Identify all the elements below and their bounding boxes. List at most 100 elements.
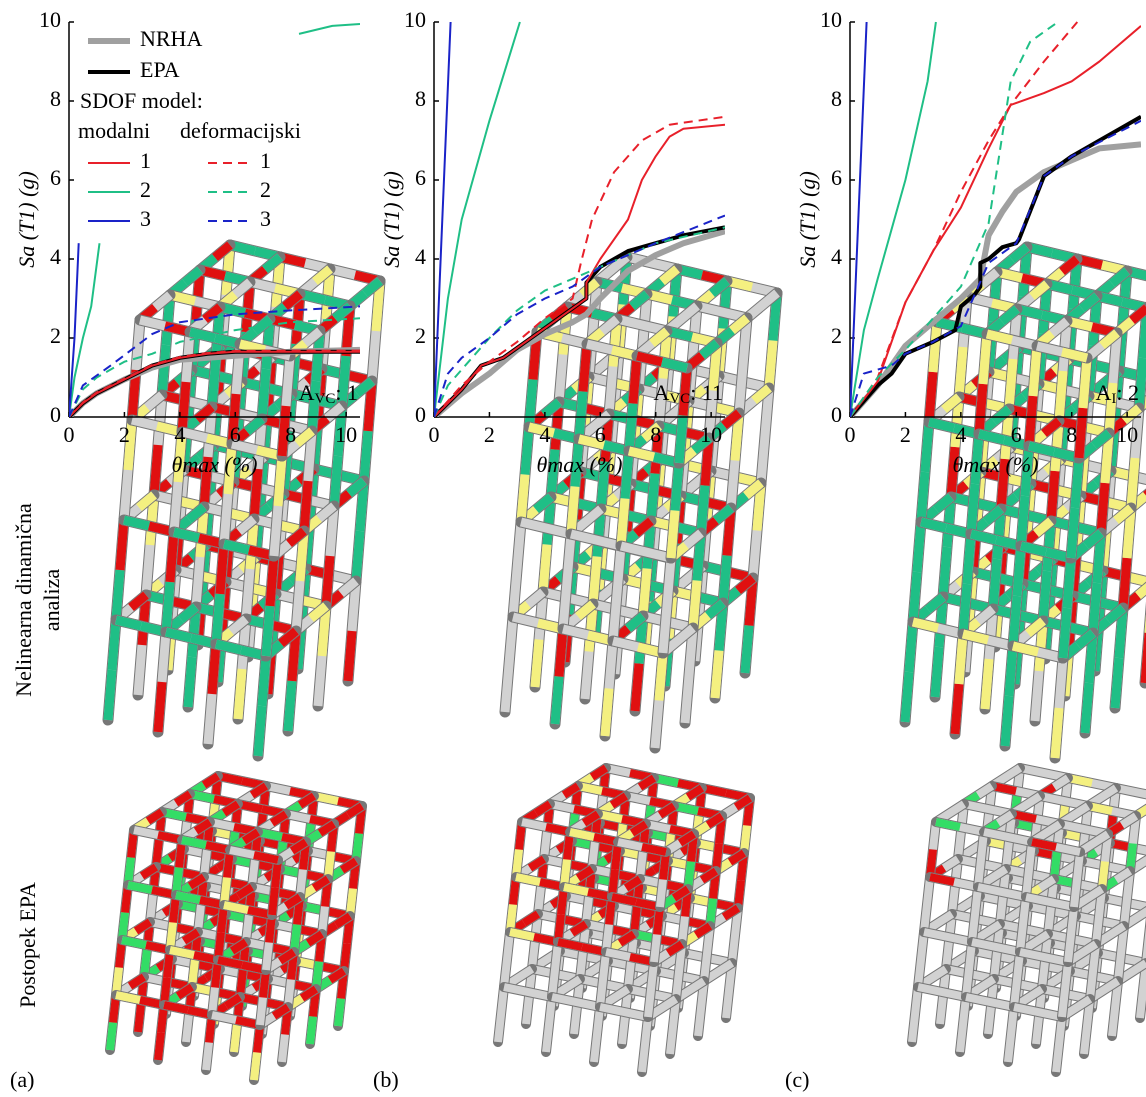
member-hinge [729, 314, 750, 334]
member-hinge [678, 367, 692, 416]
member-hinge [235, 883, 255, 900]
member [983, 828, 1033, 846]
member-hinge [211, 593, 225, 645]
member-hinge [950, 396, 964, 448]
series-line [69, 349, 360, 417]
x-axis-label: θmax (%) [953, 452, 1039, 477]
member-hinge [329, 455, 343, 507]
member [1120, 870, 1134, 927]
member-hinge [161, 581, 175, 633]
member [519, 517, 573, 539]
member-hinge [1046, 470, 1060, 522]
member-hinge [533, 800, 553, 817]
member-hinge [642, 520, 656, 569]
member-hinge [181, 928, 201, 945]
member-hinge [671, 885, 691, 902]
member-hinge [127, 973, 147, 990]
member-hinge [744, 577, 758, 626]
series-line [850, 119, 1141, 417]
member-hinge [727, 849, 747, 866]
member-hinge [637, 774, 657, 791]
member-hinge [666, 510, 680, 559]
member-hinge [912, 521, 926, 573]
member-hinge [217, 956, 243, 969]
member-hinge [700, 437, 714, 486]
y-tick-label: 10 [820, 7, 842, 32]
annotation-part: : 11 [690, 380, 723, 405]
member-hinge [554, 628, 568, 677]
x-tick-label: 6 [595, 422, 606, 447]
member-hinge [265, 555, 279, 607]
y-tick-label: 8 [415, 86, 426, 111]
member-hinge [969, 529, 998, 545]
x-tick-label: 8 [285, 422, 296, 447]
member-hinge [139, 863, 159, 880]
member-hinge [628, 355, 642, 404]
member-hinge [1024, 395, 1038, 447]
member-hinge [1088, 295, 1102, 347]
member-hinge [629, 820, 649, 837]
member-hinge [978, 333, 992, 385]
member-hinge [900, 671, 914, 723]
member-hinge [193, 818, 213, 835]
x-tick-label: 4 [174, 422, 185, 447]
member-hinge [577, 434, 606, 450]
member [569, 529, 623, 551]
member-hinge [371, 280, 385, 332]
member-hinge [735, 574, 756, 594]
member [644, 961, 658, 1018]
member-hinge [617, 930, 637, 947]
member [1013, 1003, 1063, 1021]
member-hinge [244, 415, 265, 435]
member-hinge [337, 355, 351, 407]
member-hinge [574, 391, 588, 440]
annotation-part: VC [315, 391, 336, 407]
member-hinge [214, 639, 243, 655]
member [977, 883, 1027, 901]
member [1019, 764, 1069, 782]
y-tick-label: 2 [50, 323, 61, 348]
series-line [434, 214, 725, 417]
member-hinge [257, 368, 271, 420]
member-hinge [1074, 407, 1088, 459]
x-axis-label: θmax (%) [172, 452, 258, 477]
member-hinge [1084, 632, 1098, 684]
member-hinge [1038, 283, 1052, 335]
member-hinge [1109, 267, 1130, 287]
member-hinge [321, 555, 335, 607]
y-axis-label: Sa (T1) (g) [379, 171, 404, 268]
member-hinge [312, 265, 333, 285]
member-hinge [212, 241, 233, 261]
frame [499, 251, 783, 754]
member-hinge [954, 346, 968, 398]
member-hinge [962, 533, 976, 585]
member [666, 998, 680, 1055]
member [619, 541, 673, 563]
member [542, 996, 556, 1053]
member [1058, 961, 1072, 1018]
member-hinge [249, 782, 269, 799]
member-hinge [946, 446, 960, 498]
legend-title: SDOF model: [80, 88, 203, 113]
member-hinge [557, 938, 583, 951]
x-tick-label: 4 [955, 422, 966, 447]
member-hinge [924, 371, 938, 423]
member-hinge [509, 928, 535, 941]
member-hinge [311, 875, 331, 892]
legend-label: 3 [260, 206, 271, 231]
member-hinge [974, 383, 988, 435]
member-hinge [999, 305, 1020, 325]
x-tick-label: 2 [484, 422, 495, 447]
y-axis-label: Sa (T1) (g) [14, 171, 39, 268]
member-hinge [175, 983, 195, 1000]
member-hinge [1099, 329, 1120, 349]
member-hinge [283, 893, 303, 910]
member-hinge [941, 393, 962, 413]
member-hinge [282, 290, 303, 310]
member-hinge [992, 508, 1006, 560]
member [508, 521, 526, 618]
member-hinge [175, 891, 201, 904]
member-hinge [1105, 604, 1126, 624]
member-hinge [1019, 541, 1048, 557]
